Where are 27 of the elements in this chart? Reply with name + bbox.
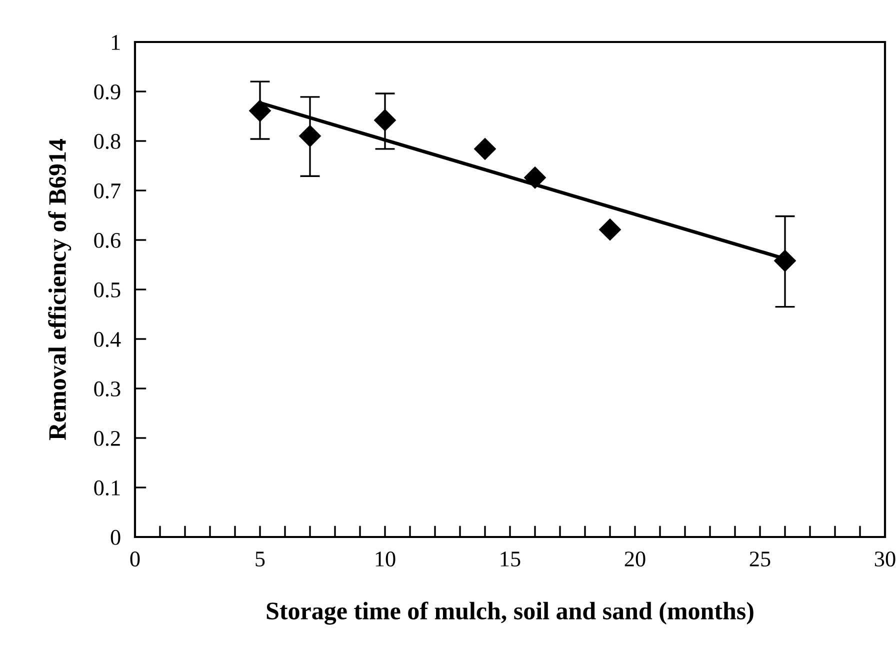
y-tick-label: 0.1	[94, 480, 120, 496]
y-tick-label: 0.6	[94, 232, 120, 248]
x-tick-label: 0	[130, 552, 140, 567]
y-axis-title: Removal efficiency of B6914	[48, 138, 72, 440]
point	[774, 250, 796, 272]
x-tick-label: 30	[874, 552, 896, 567]
x-axis-title: Storage time of mulch, soil and sand (months)	[266, 602, 754, 625]
point	[298, 124, 322, 148]
y-tick-label: 0.7	[94, 183, 120, 199]
x-tick-label: 5	[256, 552, 265, 567]
y-tick-label: 0.5	[94, 282, 120, 298]
y-tick-label: 1	[112, 35, 120, 50]
y-tick-label: 0.8	[94, 134, 120, 150]
point	[598, 218, 622, 241]
point	[474, 138, 496, 160]
y-tick-label: 0	[110, 530, 120, 545]
x-tick-label: 15	[500, 552, 520, 567]
point	[248, 100, 272, 122]
x-tick-label: 25	[750, 552, 770, 567]
x-tick-label: 20	[624, 552, 646, 567]
y-tick-label: 0.4	[94, 332, 121, 348]
x-tick-label: 10	[376, 552, 396, 567]
y-tick-label: 0.3	[94, 381, 120, 397]
y-tick-label: 0.9	[94, 84, 120, 100]
point	[374, 109, 396, 132]
y-tick-label: 0.2	[94, 430, 120, 446]
point	[524, 166, 546, 189]
